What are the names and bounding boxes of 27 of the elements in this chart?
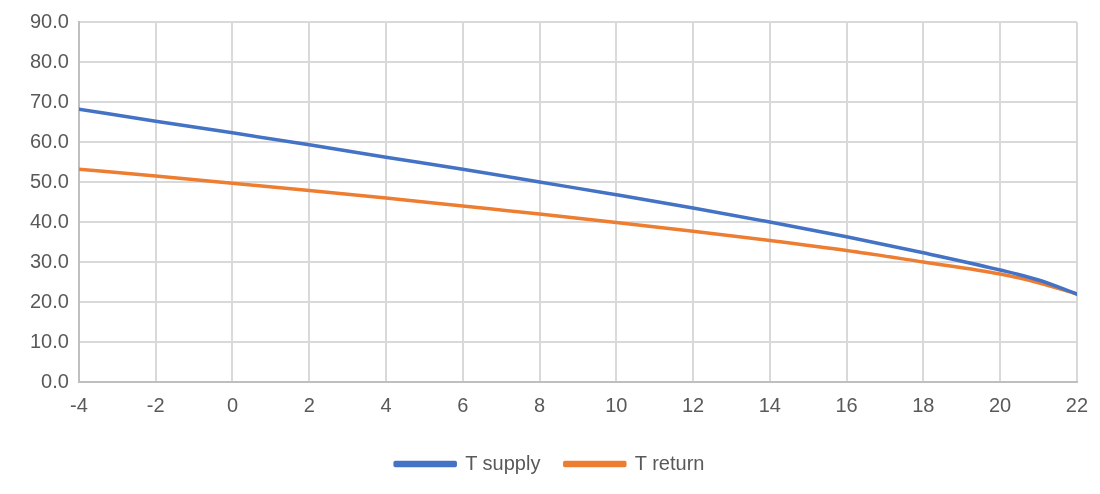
y-tick-label: 70.0: [29, 89, 69, 112]
x-tick-label: -2: [146, 393, 165, 416]
x-tick-label: 4: [380, 393, 392, 416]
y-tick-label: 20.0: [29, 289, 69, 312]
y-tick-label: 50.0: [29, 169, 69, 192]
y-tick-label: 90.0: [29, 9, 69, 32]
y-tick-label: 40.0: [29, 209, 69, 232]
x-tick-label: 0: [226, 393, 239, 416]
x-tick-label: 8: [533, 393, 546, 416]
x-tick-label: 12: [681, 393, 705, 416]
y-tick-label: 80.0: [29, 49, 69, 72]
x-tick-label: 14: [758, 393, 781, 416]
x-tick-label: 2: [303, 393, 315, 416]
y-tick-label: 30.0: [29, 249, 69, 272]
x-tick-label: 10: [605, 393, 628, 416]
legend-label: T return: [634, 451, 705, 474]
y-tick-label: 60.0: [29, 129, 69, 152]
x-tick-label: -4: [70, 393, 88, 416]
x-tick-label: 18: [912, 393, 935, 416]
y-tick-label: 0.0: [41, 369, 69, 392]
legend-label: T supply: [465, 451, 541, 474]
x-tick-label: 20: [988, 393, 1012, 416]
x-tick-label: 6: [457, 393, 469, 416]
x-tick-label: 22: [1065, 393, 1088, 416]
line-series: [78, 107, 1077, 296]
y-tick-label: 10.0: [29, 329, 69, 352]
x-tick-label: 16: [835, 393, 858, 416]
